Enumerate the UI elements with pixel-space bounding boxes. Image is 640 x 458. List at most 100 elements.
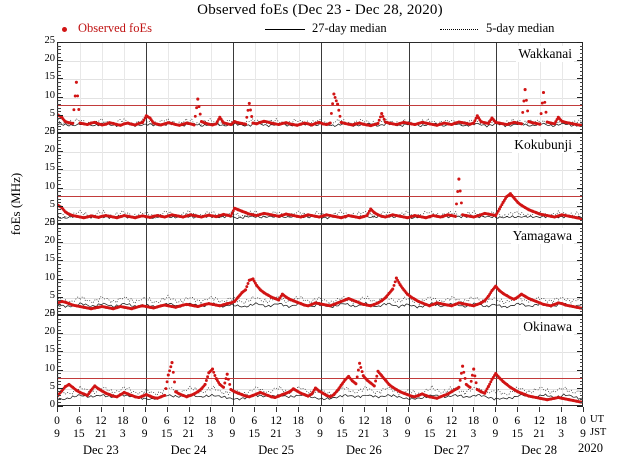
y-minor-tick bbox=[57, 380, 61, 382]
day-separator bbox=[233, 43, 235, 132]
gridline-vertical bbox=[430, 134, 432, 223]
y-minor-tick-right bbox=[579, 274, 583, 276]
gridline-vertical bbox=[452, 134, 454, 223]
y-minor-tick bbox=[57, 231, 61, 233]
observed-points bbox=[58, 80, 582, 128]
gridline-vertical bbox=[364, 225, 366, 314]
gridline-horizontal bbox=[58, 388, 582, 390]
y-minor-tick bbox=[57, 227, 61, 229]
y-minor-tick-right bbox=[579, 122, 583, 124]
x-tick-label-ut: 0 bbox=[141, 415, 148, 427]
x-axis-unit-ut: UT bbox=[590, 414, 604, 425]
y-axis-title: foEs (MHz) bbox=[8, 172, 23, 236]
y-minor-tick bbox=[57, 74, 61, 76]
x-tick-label-jst: 9 bbox=[141, 428, 148, 440]
y-tick-mark-right bbox=[577, 205, 583, 207]
y-minor-tick bbox=[57, 147, 61, 149]
panel-yamagawa: Yamagawa bbox=[57, 224, 583, 315]
gridline-vertical bbox=[58, 43, 59, 132]
gridline-vertical bbox=[167, 225, 169, 314]
y-minor-tick bbox=[57, 136, 61, 138]
y-minor-tick bbox=[57, 274, 61, 276]
y-minor-tick bbox=[57, 282, 61, 284]
y-tick-label: 5 bbox=[49, 380, 55, 392]
y-minor-tick-right bbox=[579, 213, 583, 215]
y-minor-tick bbox=[57, 234, 61, 236]
series-layer bbox=[58, 177, 582, 221]
gridline-horizontal bbox=[58, 370, 582, 372]
gridline-vertical bbox=[211, 43, 213, 132]
day-separator bbox=[321, 225, 322, 314]
gridline-vertical bbox=[342, 225, 344, 314]
gridline-vertical bbox=[342, 43, 344, 132]
x-tick-label-ut: 0 bbox=[580, 415, 586, 427]
x-axis-day-label: Dec 24 bbox=[170, 443, 207, 457]
y-tick-mark bbox=[57, 96, 63, 98]
y-minor-tick bbox=[57, 256, 61, 258]
gridline-vertical bbox=[123, 316, 125, 405]
y-minor-tick-right bbox=[579, 154, 583, 156]
x-axis-day-label: Dec 28 bbox=[521, 443, 558, 457]
y-minor-tick-right bbox=[579, 293, 583, 295]
y-minor-tick-right bbox=[579, 380, 583, 382]
day-separator bbox=[145, 134, 147, 223]
y-tick-mark bbox=[57, 114, 63, 116]
x-tick-mark bbox=[539, 407, 541, 412]
gridline-vertical bbox=[562, 225, 564, 314]
gridline-horizontal bbox=[58, 352, 582, 354]
gridline-vertical bbox=[123, 225, 125, 314]
x-tick-mark bbox=[78, 407, 80, 412]
day-separator bbox=[496, 225, 498, 314]
y-minor-tick-right bbox=[579, 355, 583, 357]
y-tick-label: 20 bbox=[44, 326, 56, 338]
y-minor-tick bbox=[57, 336, 61, 338]
y-tick-label: 0 bbox=[49, 399, 55, 410]
y-minor-tick-right bbox=[579, 143, 583, 145]
gridline-vertical bbox=[299, 134, 301, 223]
gridline-vertical bbox=[79, 43, 81, 132]
y-minor-tick-right bbox=[579, 362, 583, 364]
y-minor-tick bbox=[57, 376, 61, 378]
x-tick-label-jst: 15 bbox=[336, 428, 348, 440]
y-minor-tick bbox=[57, 304, 61, 306]
x-tick-mark bbox=[254, 407, 256, 412]
series-layer bbox=[58, 80, 582, 128]
y-minor-tick-right bbox=[579, 45, 583, 47]
x-axis-day-label: Dec 25 bbox=[258, 443, 295, 457]
x-tick-label-jst: 21 bbox=[182, 428, 195, 440]
x-tick-label-jst: 9 bbox=[404, 428, 411, 440]
y-minor-tick-right bbox=[579, 220, 583, 222]
gridline-vertical bbox=[123, 134, 125, 223]
y-minor-tick bbox=[57, 118, 61, 120]
station-label: Kokubunji bbox=[512, 137, 574, 153]
y-tick-mark bbox=[57, 406, 63, 407]
x-tick-label-jst: 15 bbox=[160, 428, 173, 440]
y-minor-tick bbox=[57, 143, 61, 145]
gridline-vertical bbox=[277, 43, 279, 132]
x-tick-label-ut: 18 bbox=[204, 415, 217, 427]
gridline-vertical bbox=[540, 43, 542, 132]
gridline-vertical bbox=[58, 134, 59, 223]
x-tick-label-jst: 9 bbox=[580, 428, 586, 440]
y-tick-mark bbox=[57, 296, 63, 298]
gridline-horizontal bbox=[58, 61, 582, 63]
y-minor-tick bbox=[57, 267, 61, 269]
y-minor-tick bbox=[57, 213, 61, 215]
y-tick-mark-right bbox=[577, 60, 583, 62]
gridline-vertical bbox=[364, 316, 366, 405]
y-minor-tick bbox=[57, 89, 61, 91]
y-minor-tick bbox=[57, 140, 61, 142]
gridline-vertical bbox=[255, 43, 257, 132]
x-tick-label-ut: 0 bbox=[317, 415, 323, 427]
y-minor-tick-right bbox=[579, 67, 583, 69]
x-axis-day-label: Dec 26 bbox=[345, 443, 382, 457]
gridline-vertical bbox=[101, 316, 103, 405]
y-minor-tick bbox=[57, 340, 61, 342]
y-minor-tick bbox=[57, 180, 61, 182]
x-tick-label-ut: 18 bbox=[467, 415, 480, 427]
y-tick-mark bbox=[57, 42, 63, 43]
y-minor-tick bbox=[57, 300, 61, 302]
y-minor-tick-right bbox=[579, 336, 583, 338]
y-tick-label: 10 bbox=[44, 362, 56, 374]
y-minor-tick bbox=[57, 365, 61, 367]
